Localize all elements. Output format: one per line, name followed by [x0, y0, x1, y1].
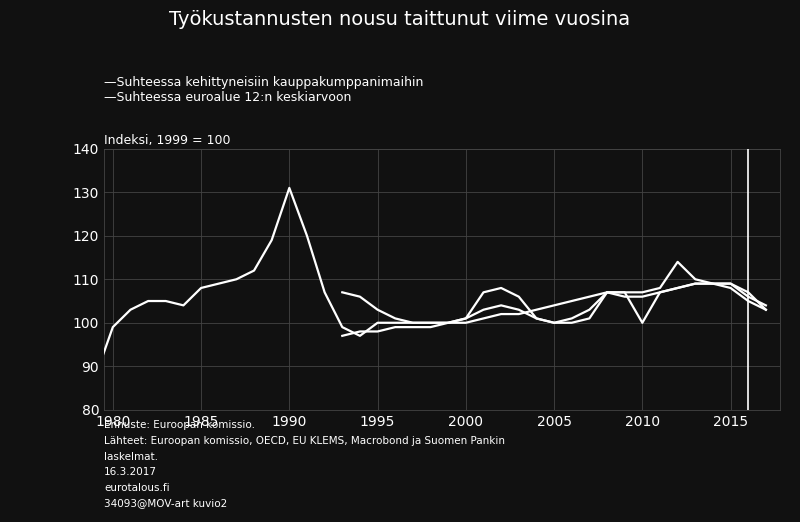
Text: —Suhteessa kehittyneisiin kauppakumppanimaihin: —Suhteessa kehittyneisiin kauppakumppani… — [104, 76, 423, 89]
Text: laskelmat.: laskelmat. — [104, 452, 158, 461]
Text: 34093@MOV-art kuvio2: 34093@MOV-art kuvio2 — [104, 499, 227, 508]
Text: eurotalous.fi: eurotalous.fi — [104, 483, 170, 493]
Text: 16.3.2017: 16.3.2017 — [104, 467, 157, 477]
Text: Työkustannusten nousu taittunut viime vuosina: Työkustannusten nousu taittunut viime vu… — [170, 10, 630, 29]
Text: Ennuste: Euroopan komissio.: Ennuste: Euroopan komissio. — [104, 420, 255, 430]
Text: Indeksi, 1999 = 100: Indeksi, 1999 = 100 — [104, 134, 230, 147]
Text: —Suhteessa euroalue 12:n keskiarvoon: —Suhteessa euroalue 12:n keskiarvoon — [104, 91, 351, 104]
Text: Lähteet: Euroopan komissio, OECD, EU KLEMS, Macrobond ja Suomen Pankin: Lähteet: Euroopan komissio, OECD, EU KLE… — [104, 436, 505, 446]
